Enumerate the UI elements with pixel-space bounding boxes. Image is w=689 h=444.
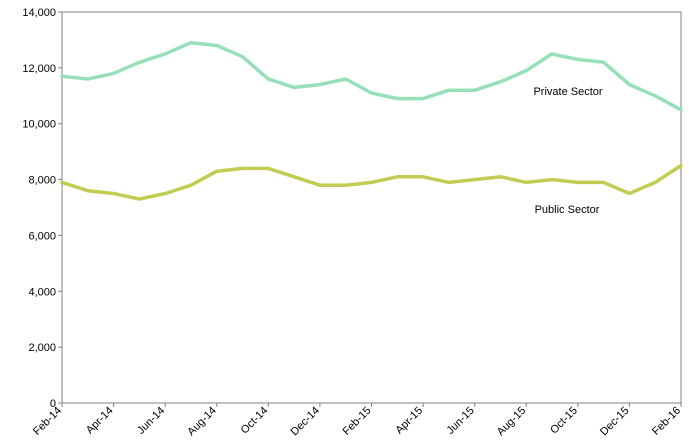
x-tick-label: Feb-14 — [31, 405, 64, 438]
series-layer — [60, 40, 683, 201]
series-label-private-sector: Private Sector — [533, 86, 602, 98]
x-tick-label: Jun-14 — [135, 405, 167, 437]
x-tick-label: Dec-15 — [598, 405, 632, 439]
x-tick-label: Feb-16 — [650, 405, 683, 438]
y-tick-label: 8,000 — [28, 175, 56, 187]
axes-layer — [58, 11, 682, 407]
x-tick-label: Aug-14 — [185, 405, 219, 439]
series-line-public-sector — [60, 163, 683, 201]
x-tick-label: Feb-15 — [340, 405, 373, 438]
y-tick-label: 14,000 — [22, 7, 56, 19]
x-tick-label: Oct-15 — [548, 405, 580, 437]
series-label-public-sector: Public Sector — [535, 204, 600, 216]
x-tick-label: Aug-15 — [495, 405, 529, 439]
y-tick-label: 4,000 — [28, 286, 56, 298]
x-tick-label: Oct-14 — [239, 405, 271, 437]
x-tick-label: Apr-14 — [84, 405, 116, 437]
series-line-private-sector — [60, 40, 683, 112]
x-tick-label: Dec-14 — [288, 405, 322, 439]
y-tick-label: 2,000 — [28, 342, 56, 354]
y-tick-label: 10,000 — [22, 119, 56, 131]
y-tick-label: 6,000 — [28, 230, 56, 242]
x-tick-label: Apr-15 — [393, 405, 425, 437]
y-tick-label: 0 — [50, 398, 56, 410]
x-tick-label: Jun-15 — [445, 405, 477, 437]
y-tick-label: 12,000 — [22, 63, 56, 75]
